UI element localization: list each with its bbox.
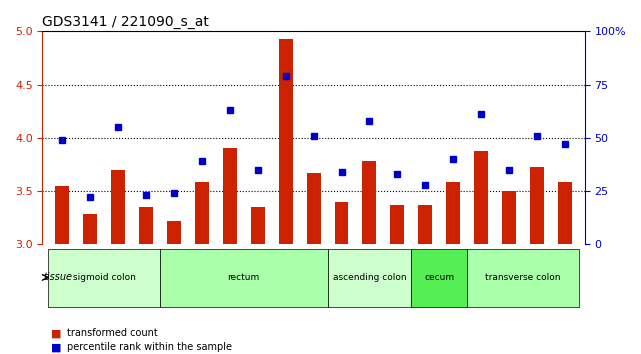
Text: ■: ■ [51, 328, 62, 338]
Bar [222, 148, 237, 244]
Bar [335, 202, 349, 244]
Bar [390, 205, 404, 244]
Bar [251, 207, 265, 244]
Text: percentile rank within the sample: percentile rank within the sample [67, 342, 232, 353]
Text: tissue: tissue [44, 273, 73, 282]
Bar [83, 215, 97, 244]
FancyBboxPatch shape [467, 249, 579, 307]
Bar [111, 170, 125, 244]
Bar [279, 39, 292, 244]
Bar [474, 150, 488, 244]
Bar [558, 182, 572, 244]
Bar [362, 161, 376, 244]
Bar [195, 182, 209, 244]
Text: sigmoid colon: sigmoid colon [72, 273, 135, 282]
FancyBboxPatch shape [412, 249, 467, 307]
Text: GDS3141 / 221090_s_at: GDS3141 / 221090_s_at [42, 15, 210, 29]
Text: transverse colon: transverse colon [485, 273, 561, 282]
FancyBboxPatch shape [160, 249, 328, 307]
Text: cecum: cecum [424, 273, 454, 282]
Bar [530, 166, 544, 244]
Text: rectum: rectum [228, 273, 260, 282]
Bar [306, 173, 320, 244]
Bar [446, 182, 460, 244]
Bar [502, 191, 516, 244]
Text: transformed count: transformed count [67, 328, 158, 338]
Bar [167, 221, 181, 244]
Bar [139, 207, 153, 244]
FancyBboxPatch shape [48, 249, 160, 307]
Bar [55, 186, 69, 244]
FancyBboxPatch shape [328, 249, 412, 307]
Bar [419, 205, 432, 244]
Text: ■: ■ [51, 342, 62, 353]
Text: ascending colon: ascending colon [333, 273, 406, 282]
